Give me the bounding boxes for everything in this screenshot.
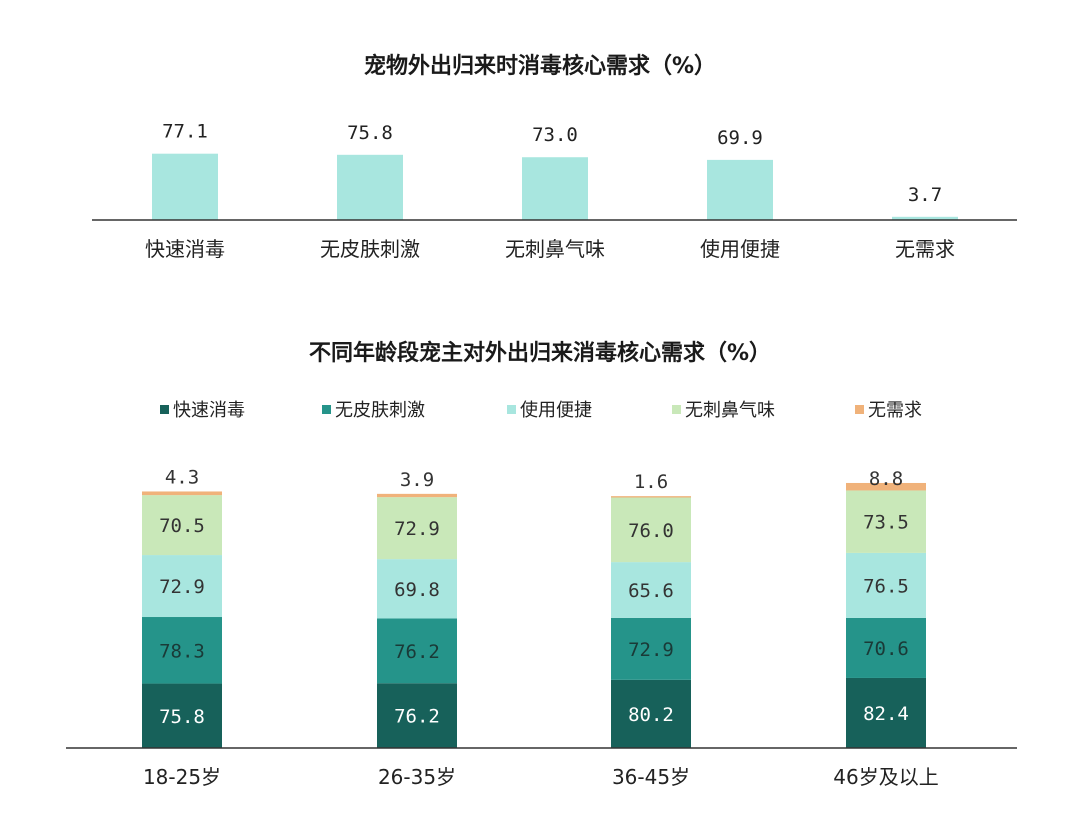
chart1-bar	[152, 153, 218, 220]
chart2-value-label: 70.5	[159, 515, 205, 537]
chart2-title: 不同年龄段宠主对外出归来消毒核心需求（%）	[308, 341, 772, 366]
chart2-value-label: 70.6	[863, 638, 909, 660]
chart1-bar	[337, 154, 403, 220]
chart1-bar	[522, 157, 588, 220]
chart2-segment	[846, 617, 926, 678]
chart2-segment	[142, 683, 222, 748]
chart2-segment	[611, 497, 691, 563]
chart1-plot: 77.1 快速消毒 75.8 无皮肤刺激 73.0 无刺鼻气味 69.9 使用便捷 3.7 无需求	[92, 121, 1017, 261]
chart2-value-label: 76.5	[863, 575, 909, 597]
chart2-category-label: 18-25岁	[143, 765, 221, 789]
chart1-value-label: 73.0	[532, 124, 578, 146]
legend-label: 无需求	[868, 400, 922, 421]
legend-swatch	[672, 404, 681, 414]
chart2-category-label: 46岁及以上	[833, 765, 938, 789]
chart2-segment	[846, 552, 926, 618]
chart1-category-label: 使用便捷	[700, 237, 780, 261]
chart2-legend: 快速消毒 无皮肤刺激 使用便捷 无刺鼻气味 无需求	[0, 396, 1080, 424]
chart1-value-label: 69.9	[717, 127, 763, 149]
chart1-category-label: 无皮肤刺激	[320, 237, 420, 261]
legend-item: 无刺鼻气味	[672, 396, 775, 422]
chart2-segment	[377, 493, 457, 498]
chart2-segment	[377, 683, 457, 748]
chart2-value-label: 1.6	[634, 471, 668, 493]
chart1-value-label: 75.8	[347, 122, 393, 144]
chart1-category-label: 快速消毒	[145, 237, 225, 261]
chart2-segment	[611, 562, 691, 618]
chart1-bar	[892, 216, 958, 220]
chart2-segment	[611, 679, 691, 748]
chart2-value-label: 8.8	[869, 468, 903, 490]
chart1-category-label: 无需求	[895, 237, 955, 261]
chart2-segment	[611, 617, 691, 680]
chart2-value-label: 80.2	[628, 704, 674, 726]
chart2-value-label: 76.0	[628, 520, 674, 542]
chart2-segment	[142, 491, 222, 496]
legend-item: 无皮肤刺激	[322, 396, 425, 422]
chart2-value-label: 75.8	[159, 706, 205, 728]
chart2-value-label: 72.9	[159, 576, 205, 598]
chart2-segment	[846, 677, 926, 748]
legend-item: 无需求	[855, 396, 922, 422]
chart2-value-label: 72.9	[628, 639, 674, 661]
legend-label: 无刺鼻气味	[685, 400, 775, 421]
chart2-value-label: 76.2	[394, 641, 440, 663]
chart1-title: 宠物外出归来时消毒核心需求（%）	[363, 54, 717, 79]
chart2-segment	[846, 482, 926, 491]
legend-swatch	[160, 404, 169, 414]
chart2-value-label: 72.9	[394, 518, 440, 540]
chart2-segment	[377, 497, 457, 560]
legend-item: 快速消毒	[160, 396, 245, 422]
chart2-value-label: 3.9	[400, 469, 434, 491]
chart1-value-label: 3.7	[908, 184, 942, 206]
chart2-value-label: 76.2	[394, 706, 440, 728]
legend-swatch	[507, 404, 516, 414]
chart2-segment	[377, 559, 457, 619]
legend-label: 使用便捷	[520, 400, 592, 421]
chart2-segment	[142, 617, 222, 684]
chart2-value-label: 73.5	[863, 512, 909, 534]
chart2-segment	[611, 496, 691, 498]
chart2-value-label: 65.6	[628, 580, 674, 602]
chart2-value-label: 4.3	[165, 466, 199, 488]
chart2-segment	[846, 490, 926, 553]
chart2-category-label: 36-45岁	[612, 765, 690, 789]
chart1-bar	[707, 159, 773, 220]
legend-label: 无皮肤刺激	[335, 400, 425, 421]
legend-item: 使用便捷	[507, 396, 592, 422]
chart2-segment	[142, 495, 222, 556]
chart2-value-label: 78.3	[159, 640, 205, 662]
chart2-value-label: 69.8	[394, 579, 440, 601]
chart2-segment	[142, 555, 222, 618]
legend-swatch	[855, 404, 864, 414]
chart1-category-label: 无刺鼻气味	[505, 237, 605, 261]
legend-label: 快速消毒	[173, 400, 245, 421]
chart2-segment	[377, 618, 457, 684]
legend-swatch	[322, 404, 331, 414]
chart1-value-label: 77.1	[162, 121, 208, 143]
chart2-value-label: 82.4	[863, 703, 909, 725]
chart2-category-label: 26-35岁	[378, 765, 456, 789]
